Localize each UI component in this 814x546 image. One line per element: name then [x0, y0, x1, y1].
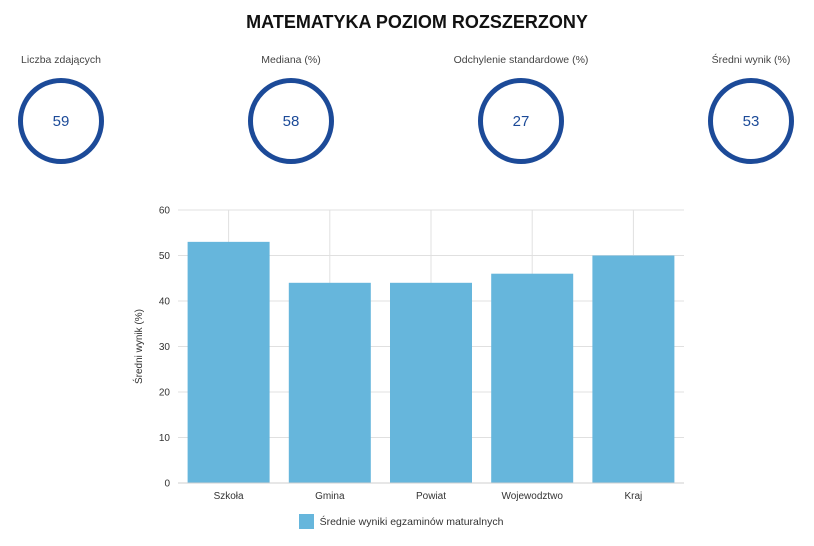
x-tick-label: Wojewodztwo: [501, 491, 563, 502]
page-title: MATEMATYKA POZIOM ROZSZERZONY: [246, 12, 588, 32]
bar-3: [390, 282, 472, 483]
bar-1: [187, 241, 270, 483]
x-tick-label: Powiat: [416, 491, 446, 502]
y-tick-label: 30: [159, 342, 171, 353]
bar-4: [491, 273, 574, 483]
stat-label: Odchylenie standardowe (%): [453, 54, 589, 66]
y-tick-label: 10: [159, 433, 171, 444]
y-axis-title: Średni wynik (%): [132, 309, 145, 384]
stat-average: Średni wynik (%) 53: [661, 52, 814, 164]
stat-label: Średni wynik (%): [711, 54, 791, 66]
stat-value-circle: 27: [478, 78, 564, 164]
x-tick-label: Gmina: [315, 491, 345, 502]
bar-5: [592, 255, 675, 483]
x-tick-label: Kraj: [625, 491, 643, 502]
y-tick-label: 60: [159, 206, 171, 217]
stat-label: Liczba zdających: [21, 54, 101, 66]
y-tick-label: 20: [159, 388, 171, 399]
stat-value-circle: 58: [248, 78, 334, 164]
legend-swatch: [298, 514, 314, 529]
x-tick-label: Szkoła: [214, 491, 244, 502]
stat-median: Mediana (%) 58: [201, 52, 381, 164]
stat-value-circle: 59: [18, 78, 104, 164]
stat-label: Mediana (%): [261, 54, 321, 66]
chart-legend[interactable]: Średnie wyniki egzaminów maturalnych: [0, 514, 814, 529]
stat-student-count: Liczba zdających 59: [0, 52, 151, 164]
stat-value-circle: 53: [708, 78, 794, 164]
y-tick-label: 40: [159, 297, 171, 308]
stat-std-dev: Odchylenie standardowe (%) 27: [431, 52, 611, 164]
bar-2: [288, 282, 371, 483]
y-tick-label: 0: [164, 479, 170, 490]
legend-label: Średnie wyniki egzaminów maturalnych: [319, 515, 504, 528]
y-tick-label: 50: [159, 251, 171, 262]
